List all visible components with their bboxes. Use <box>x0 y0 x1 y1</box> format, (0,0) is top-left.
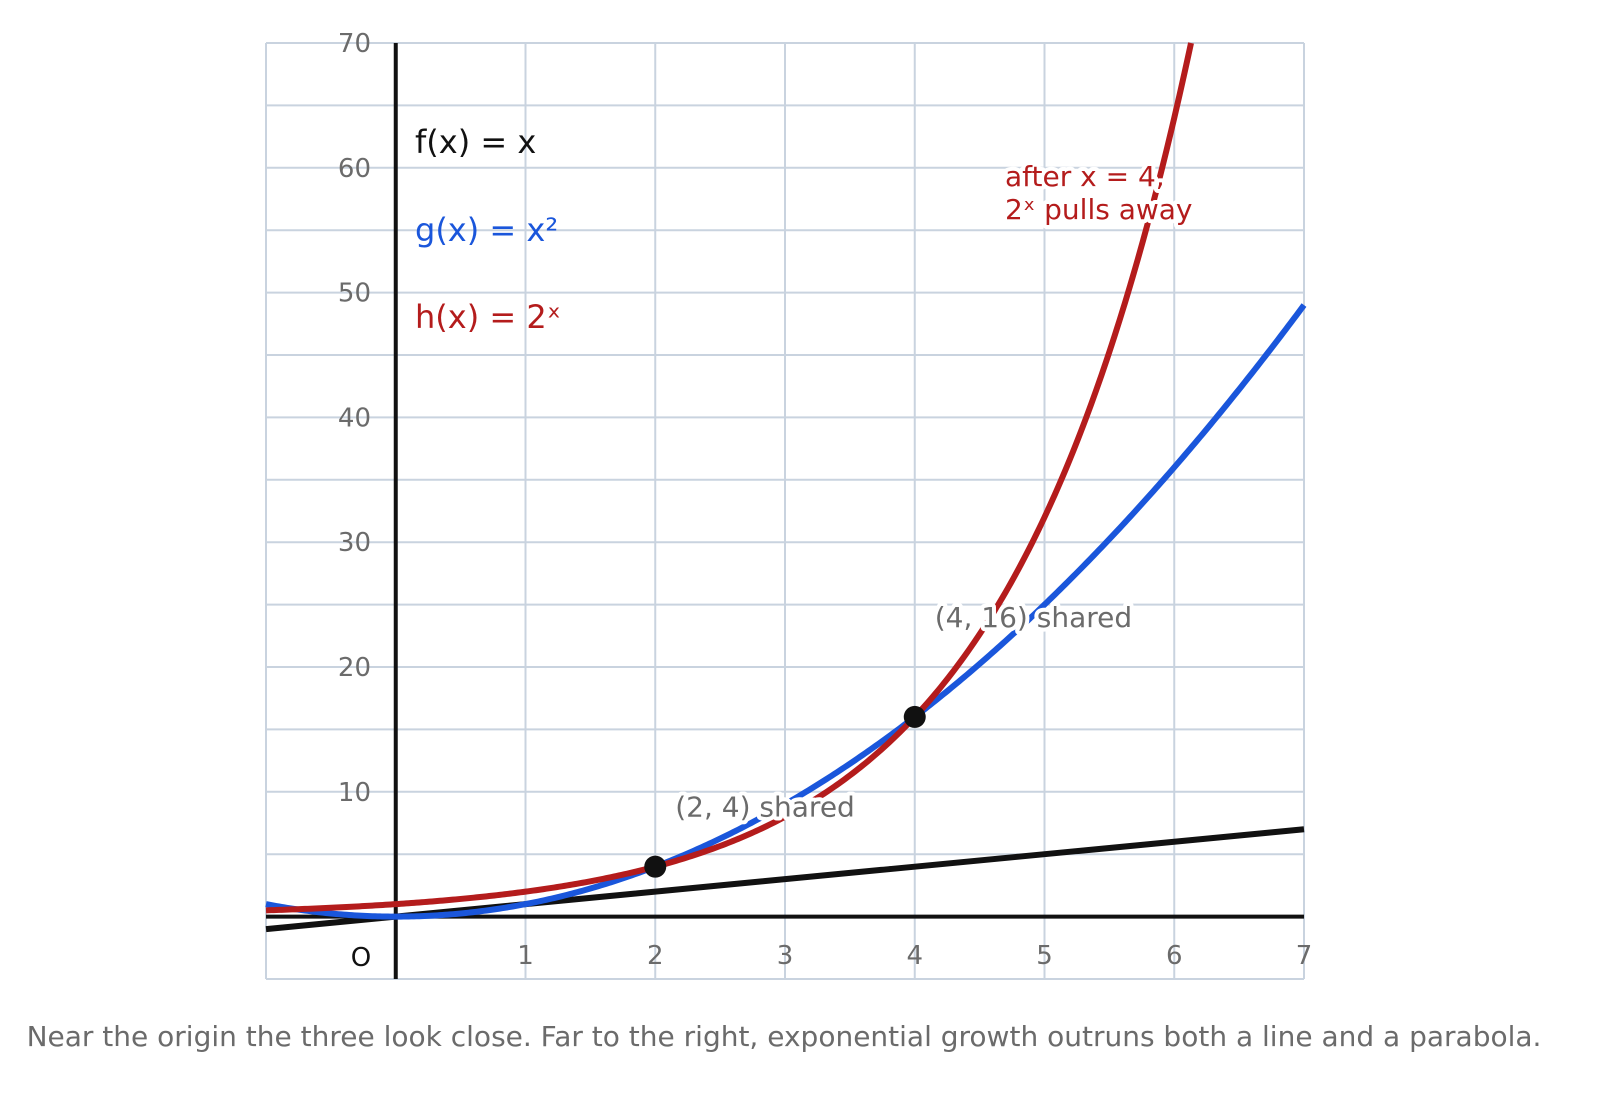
x-tick-label: 6 <box>1166 941 1183 971</box>
x-tick-label: 5 <box>1036 941 1053 971</box>
legend-h: h(x) = 2ˣ <box>415 298 561 336</box>
shared-point-marker <box>903 705 926 728</box>
y-tick-label: 50 <box>338 279 371 309</box>
shared-point-marker <box>644 855 667 878</box>
annotation-line: after x = 4, <box>1005 160 1165 193</box>
shared-point-label: (4, 16) shared <box>935 601 1132 634</box>
legend-f: f(x) = x <box>415 123 536 161</box>
shared-point-label: (2, 4) shared <box>675 791 855 824</box>
chart-caption: Near the origin the three look close. Fa… <box>27 1020 1542 1053</box>
x-tick-label: 7 <box>1296 941 1313 971</box>
y-tick-label: 60 <box>338 154 371 184</box>
annotation-line: 2ˣ pulls away <box>1005 193 1193 226</box>
legend-g: g(x) = x² <box>415 211 558 249</box>
grid <box>265 42 1305 980</box>
x-tick-label: 3 <box>777 941 794 971</box>
origin-label: O <box>351 943 371 973</box>
y-tick-label: 40 <box>338 403 371 433</box>
shared-points: (2, 4) shared (4, 16) shared <box>644 597 1136 878</box>
tick-labels: 1 2 3 4 5 6 7 10 20 30 40 50 60 70 O <box>338 29 1312 973</box>
g-parabola-series <box>265 303 1307 920</box>
y-tick-label: 20 <box>338 653 371 683</box>
y-tick-label: 30 <box>338 528 371 558</box>
y-tick-label: 10 <box>338 778 371 808</box>
x-tick-label: 2 <box>647 941 664 971</box>
legend: f(x) = x g(x) = x² h(x) = 2ˣ <box>415 123 561 336</box>
x-tick-label: 4 <box>906 941 923 971</box>
series-lines <box>265 42 1307 933</box>
annotations: after x = 4,2ˣ pulls away <box>1001 156 1197 230</box>
x-tick-label: 1 <box>517 941 534 971</box>
h-exponential-series <box>265 42 1194 914</box>
y-tick-label: 70 <box>338 29 371 59</box>
